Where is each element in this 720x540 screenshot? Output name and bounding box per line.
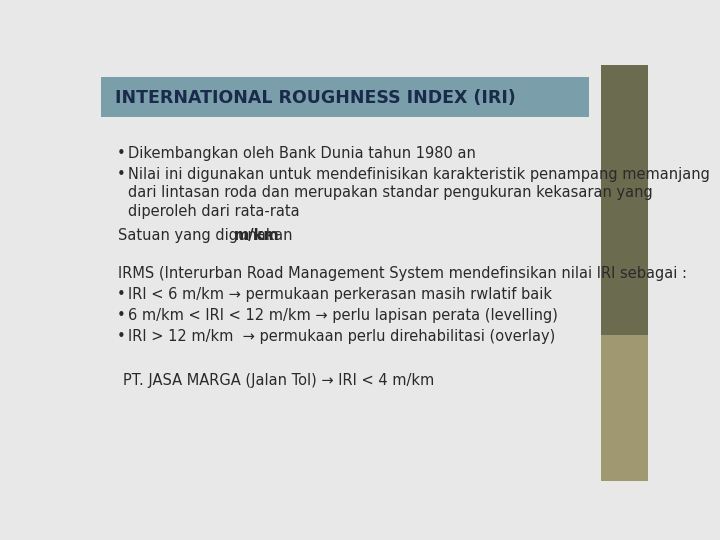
- Bar: [600, 65, 648, 335]
- Text: •: •: [117, 329, 125, 344]
- Bar: [600, 335, 648, 481]
- Text: INTERNATIONAL ROUGHNESS INDEX (IRI): INTERNATIONAL ROUGHNESS INDEX (IRI): [115, 89, 516, 106]
- Text: IRI > 12 m/km  → permukaan perlu direhabilitasi (overlay): IRI > 12 m/km → permukaan perlu direhabi…: [128, 329, 555, 344]
- Text: m/km: m/km: [233, 228, 279, 243]
- Text: IRMS (Interurban Road Management System mendefinsikan nilai IRI sebagai :: IRMS (Interurban Road Management System …: [118, 266, 687, 281]
- Text: •: •: [117, 167, 125, 181]
- Text: Nilai ini digunakan untuk mendefinisikan karakteristik penampang memanjang: Nilai ini digunakan untuk mendefinisikan…: [128, 167, 710, 181]
- Text: dari lintasan roda dan merupakan standar pengukuran kekasaran yang: dari lintasan roda dan merupakan standar…: [128, 185, 653, 200]
- Text: Satuan yang digunakan: Satuan yang digunakan: [118, 228, 297, 243]
- FancyBboxPatch shape: [101, 77, 590, 117]
- Text: PT. JASA MARGA (Jalan Tol) → IRI < 4 m/km: PT. JASA MARGA (Jalan Tol) → IRI < 4 m/k…: [124, 373, 435, 388]
- Text: 6 m/km < IRI < 12 m/km → perlu lapisan perata (levelling): 6 m/km < IRI < 12 m/km → perlu lapisan p…: [128, 308, 558, 323]
- Text: Dikembangkan oleh Bank Dunia tahun 1980 an: Dikembangkan oleh Bank Dunia tahun 1980 …: [128, 146, 476, 161]
- Text: •: •: [117, 308, 125, 323]
- Text: •: •: [117, 287, 125, 302]
- Text: IRI < 6 m/km → permukaan perkerasan masih rwlatif baik: IRI < 6 m/km → permukaan perkerasan masi…: [128, 287, 552, 302]
- Text: •: •: [117, 146, 125, 161]
- Text: diperoleh dari rata-rata: diperoleh dari rata-rata: [128, 204, 300, 219]
